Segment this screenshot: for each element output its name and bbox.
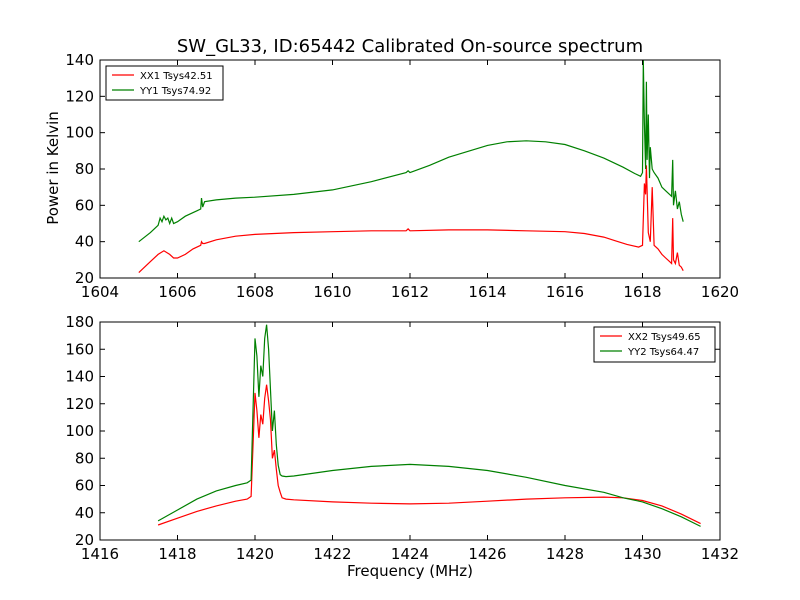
legend-label-xx: XX2 Tsys49.65 [628, 332, 701, 343]
figure-title: SW_GL33, ID:65442 Calibrated On-source s… [177, 36, 643, 57]
y-tick-label: 140 [65, 368, 94, 386]
x-tick-label: 1618 [623, 283, 661, 301]
y-tick-label: 40 [75, 504, 94, 522]
y-tick-label: 40 [75, 233, 94, 251]
y-tick-label: 140 [65, 51, 94, 69]
y-tick-label: 20 [75, 269, 94, 287]
chart-panel-bottom: 1416 1418 1420 1422 1424 1426 1428 1430 1432 20 40… [65, 313, 739, 563]
legend-label-yy: YY2 Tsys64.47 [627, 347, 699, 358]
x-tick-label: 1426 [468, 545, 506, 563]
series-line-xx [157, 384, 701, 526]
x-tick-label: 1432 [701, 545, 739, 563]
y-tick-label: 120 [65, 87, 94, 105]
y-tick-label: 20 [75, 531, 94, 549]
legend-label-xx: XX1 Tsys42.51 [140, 71, 213, 82]
x-tick-label: 1620 [701, 283, 739, 301]
legend-box [105, 65, 224, 101]
x-tick-label: 1422 [313, 545, 351, 563]
y-tick-label: 60 [75, 477, 94, 495]
x-tick-label: 1612 [391, 283, 429, 301]
x-tick-label: 1606 [158, 283, 196, 301]
series-line-xx [138, 165, 684, 274]
x-tick-label: 1418 [158, 545, 196, 563]
y-tick-label: 100 [65, 124, 94, 142]
x-tick-label: 1614 [468, 283, 506, 301]
y-tick-label: 100 [65, 422, 94, 440]
x-tick-label: 1604 [81, 283, 119, 301]
y-tick-label: 80 [75, 160, 94, 178]
y-tick-label: 160 [65, 340, 94, 358]
x-tick-label: 1610 [313, 283, 351, 301]
x-tick-label: 1608 [236, 283, 274, 301]
x-tick-label: 1428 [546, 545, 584, 563]
legend-box [593, 326, 716, 363]
chart-panel-top: 1604 1606 1608 1610 1612 1614 1616 1618 1620 20 40… [65, 51, 739, 301]
y-tick-label: 60 [75, 196, 94, 214]
y-tick-label: 80 [75, 449, 94, 467]
legend: XX2 Tsys49.65 YY2 Tsys64.47 [593, 326, 716, 363]
legend-label-yy: YY1 Tsys74.92 [139, 86, 211, 97]
series-line-yy [157, 324, 701, 527]
x-tick-label: 1430 [623, 545, 661, 563]
x-tick-label: 1420 [236, 545, 274, 563]
series-line-yy [138, 60, 684, 243]
x-tick-label: 1616 [546, 283, 584, 301]
y-tick-label: 180 [65, 313, 94, 331]
legend: XX1 Tsys42.51 YY1 Tsys74.92 [105, 65, 224, 101]
y-tick-label: 120 [65, 395, 94, 413]
chart-panels: 1604 1606 1608 1610 1612 1614 1616 1618 1620 20 40… [65, 51, 739, 563]
y-axis-label: Power in Kelvin [44, 111, 62, 225]
x-tick-label: 1424 [391, 545, 429, 563]
x-tick-label: 1416 [81, 545, 119, 563]
x-axis-label: Frequency (MHz) [347, 562, 473, 580]
